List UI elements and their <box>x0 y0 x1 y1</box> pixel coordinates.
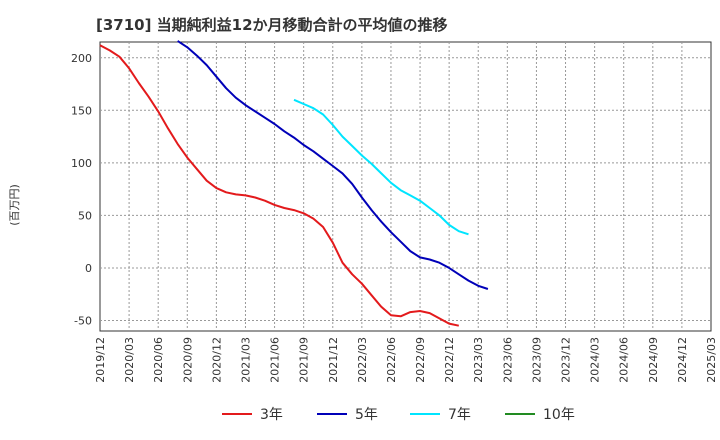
y-tick-label: 100 <box>71 157 92 170</box>
x-tick-label: 2020/09 <box>181 337 194 383</box>
y-tick-label: 200 <box>71 52 92 65</box>
series-line-3 <box>293 98 469 236</box>
x-tick-label: 2021/03 <box>239 337 252 383</box>
legend-label-1: 3年 <box>260 407 283 423</box>
x-tick-label: 2024/12 <box>676 337 689 383</box>
x-tick-label: 2020/03 <box>123 337 136 383</box>
y-tick-label: -50 <box>74 314 92 327</box>
x-tick-label: 2022/03 <box>356 337 369 383</box>
legend-label-4: 10年 <box>543 407 575 423</box>
x-tick-label: 2022/12 <box>443 337 456 383</box>
y-tick-label: 0 <box>85 262 92 275</box>
x-tick-label: 2023/03 <box>472 337 485 383</box>
x-tick-label: 2023/06 <box>501 337 514 383</box>
legend-label-3: 7年 <box>448 407 471 423</box>
y-tick-label: 150 <box>71 104 92 117</box>
x-tick-label: 2020/06 <box>152 337 165 383</box>
x-tick-label: 2024/03 <box>589 337 602 383</box>
x-tick-label: 2023/09 <box>530 337 543 383</box>
chart-title: [3710] 当期純利益12か月移動合計の平均値の推移 <box>96 16 448 34</box>
y-axis-label: (百万円) <box>8 184 21 226</box>
x-tick-label: 2024/06 <box>618 337 631 383</box>
x-tick-label: 2021/12 <box>327 337 340 383</box>
x-tick-label: 2023/12 <box>560 337 573 383</box>
series-line-2 <box>177 40 489 290</box>
x-tick-label: 2022/09 <box>414 337 427 383</box>
series-line-1 <box>99 44 460 327</box>
x-tick-label: 2020/12 <box>210 337 223 383</box>
x-tick-label: 2025/03 <box>705 337 718 383</box>
x-tick-label: 2022/06 <box>385 337 398 383</box>
x-tick-label: 2021/06 <box>269 337 282 383</box>
x-tick-label: 2024/09 <box>647 337 660 383</box>
x-tick-label: 2019/12 <box>94 337 107 383</box>
y-tick-label: 50 <box>78 209 92 222</box>
x-tick-label: 2021/09 <box>298 337 311 383</box>
plot-area <box>99 41 712 332</box>
legend-label-2: 5年 <box>355 407 378 423</box>
